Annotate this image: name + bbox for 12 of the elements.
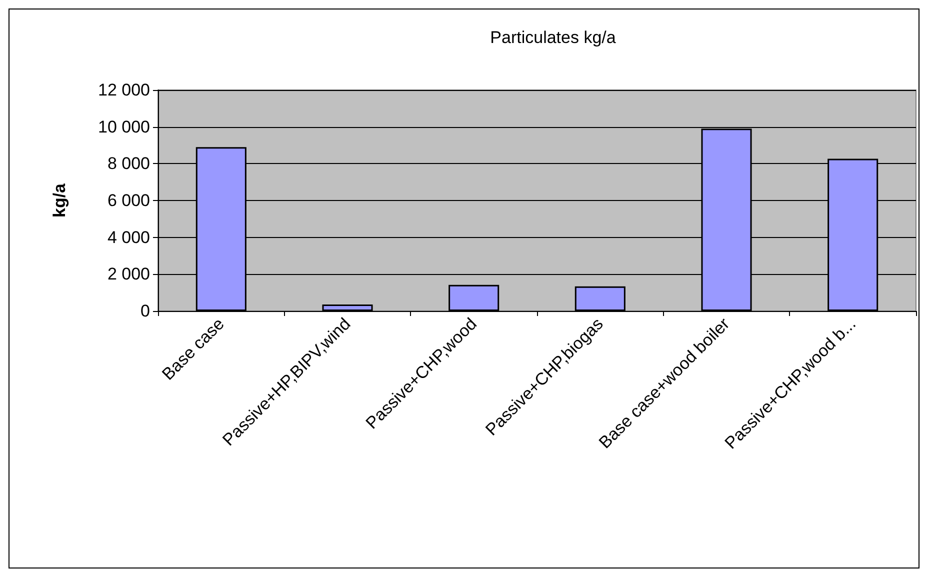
y-tick-label: 12 000	[98, 80, 150, 100]
y-tick-label: 8 000	[107, 154, 150, 174]
chart-title: Particulates kg/a	[490, 28, 616, 47]
y-tick-label: 10 000	[98, 117, 150, 136]
bar	[448, 284, 500, 311]
bar	[322, 304, 373, 311]
y-tick-label: 4 000	[107, 228, 150, 247]
y-tick-label: 6 000	[107, 191, 150, 210]
y-tick-label: 0	[140, 302, 150, 320]
y-axis-title: kg/a	[50, 182, 69, 218]
bar	[574, 286, 626, 311]
y-tick-label: 2 000	[107, 264, 150, 284]
